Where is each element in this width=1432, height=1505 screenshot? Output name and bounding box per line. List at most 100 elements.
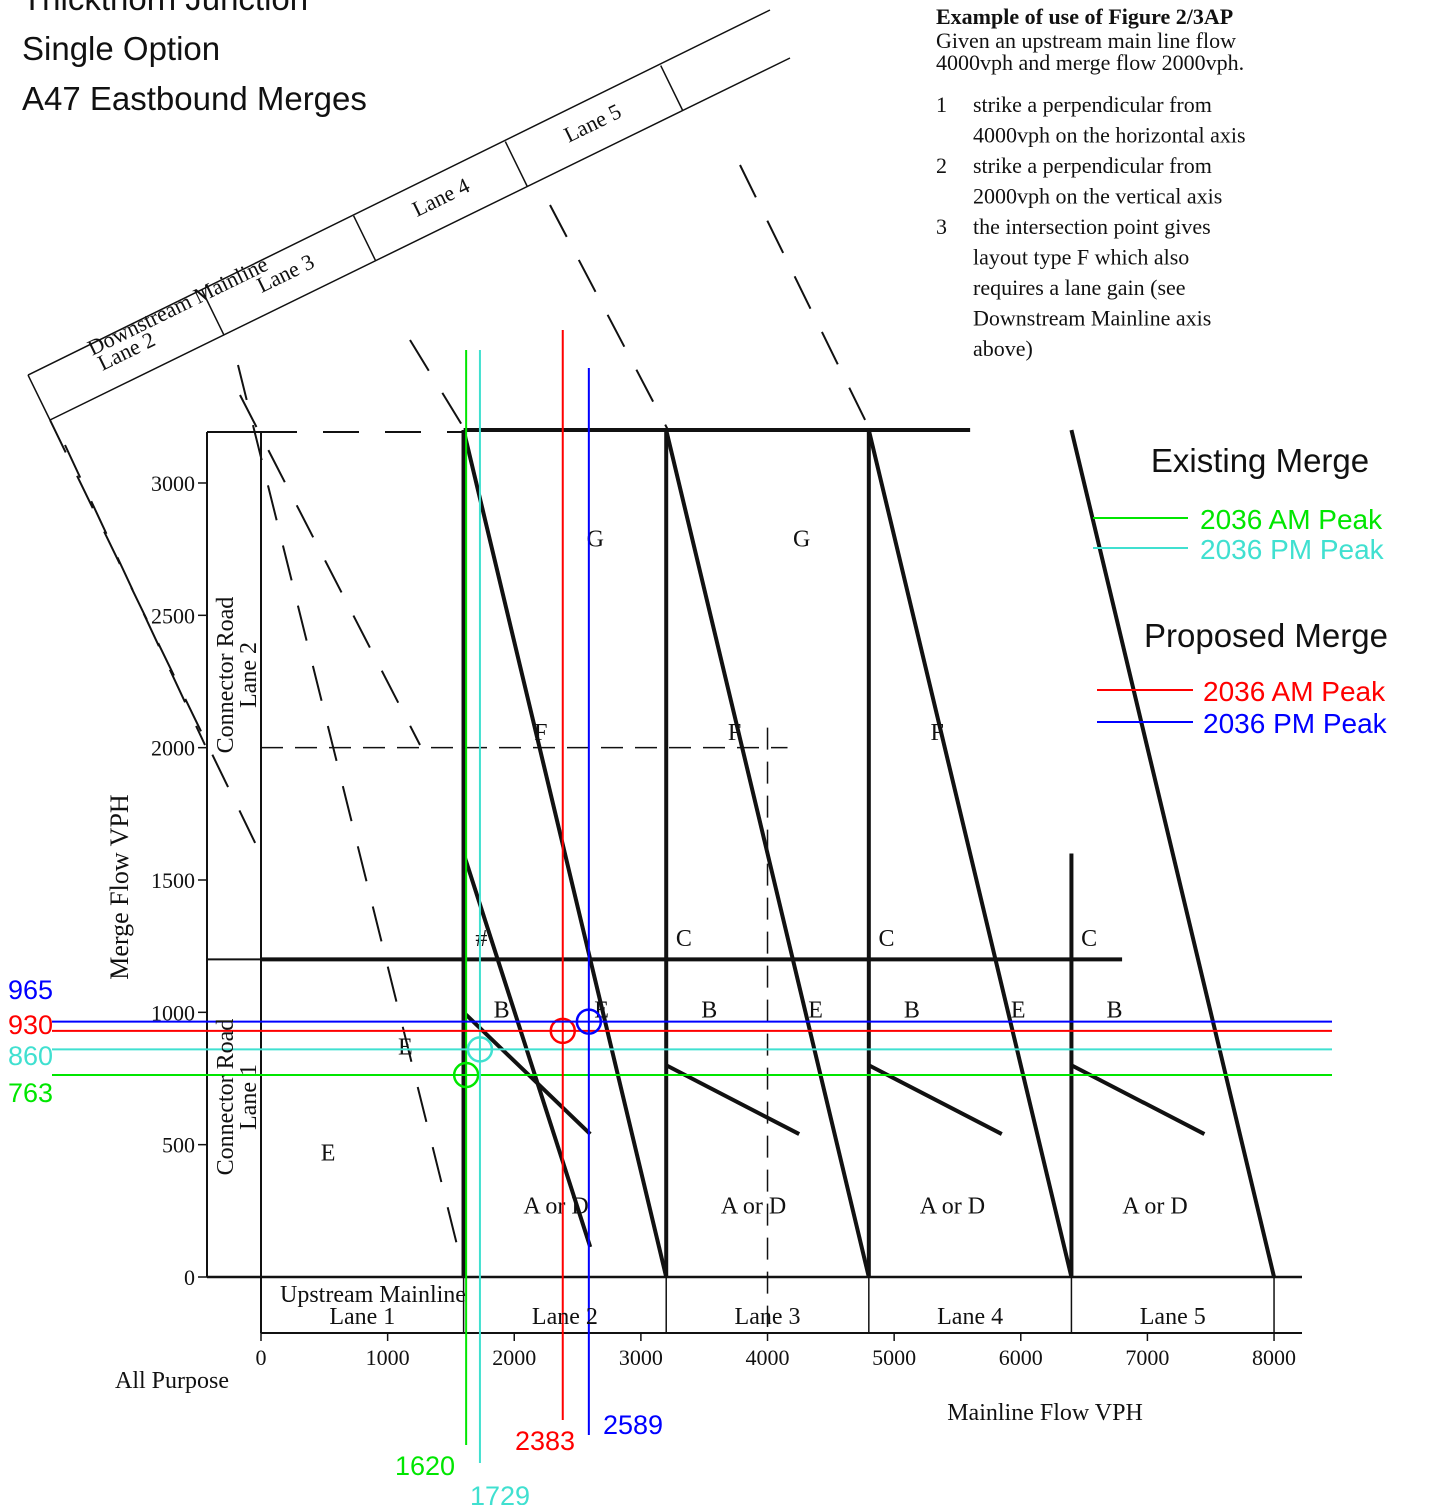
region-label: E (594, 998, 609, 1024)
corner-label: All Purpose (115, 1368, 229, 1394)
projection-dashed-line (549, 204, 669, 431)
y-tick-label: 3000 (151, 471, 195, 496)
upstream-lane-label: Lane 2 (532, 1304, 598, 1330)
region-label: A or D (721, 1194, 786, 1220)
x-tick-label: 6000 (999, 1345, 1043, 1370)
region-label: G (587, 527, 604, 553)
title-line-2: Single Option (22, 30, 220, 67)
diagonal-boundary (866, 429, 1074, 1278)
lower-diagonal (665, 1063, 801, 1136)
connector-label: Connector Road (213, 597, 239, 754)
flow-point-marker (549, 1017, 577, 1045)
region-label: B (701, 998, 717, 1024)
example-step-line: requires a lane gain (see (973, 275, 1186, 300)
lower-diagonal (462, 1010, 592, 1136)
region-label: E (398, 1035, 413, 1061)
flow-point-marker (466, 1036, 494, 1063)
y-tick-label: 2000 (151, 736, 195, 761)
example-intro-line: 4000vph and merge flow 2000vph. (936, 50, 1244, 75)
example-heading: Example of use of Figure 2/3AP (936, 4, 1233, 29)
region-label: A or D (523, 1194, 588, 1220)
merge-value-label: 860 (8, 1041, 53, 1071)
example-step-number: 2 (936, 153, 947, 178)
downstream-title: Downstream Mainline (83, 251, 271, 360)
downstream-axis-line (49, 57, 791, 421)
mainline-value-label: 1729 (470, 1481, 530, 1505)
mainline-value-label: 2383 (515, 1426, 575, 1456)
downstream-divider (504, 141, 528, 187)
projection-dashed-line (64, 444, 206, 746)
x-tick-label: 7000 (1125, 1345, 1169, 1370)
region-label: B (904, 998, 920, 1024)
example-step-line: 4000vph on the horizontal axis (973, 123, 1246, 148)
diagonal-boundary (1069, 429, 1276, 1278)
example-step-number: 3 (936, 214, 947, 239)
region-label: C (1081, 926, 1097, 952)
region-label: C (879, 926, 895, 952)
x-tick-label: 8000 (1252, 1345, 1296, 1370)
x-tick-label: 2000 (492, 1345, 536, 1370)
region-label: F (931, 720, 944, 746)
region-label: E (321, 1141, 336, 1167)
x-axis-title: Mainline Flow VPH (947, 1400, 1143, 1426)
projection-dashed-line (239, 394, 421, 746)
region-label: # (475, 926, 487, 952)
title-line-3: A47 Eastbound Merges (22, 80, 367, 117)
y-tick-label: 2500 (151, 603, 195, 628)
legend-item-label: 2036 AM Peak (1203, 676, 1386, 707)
x-tick-label: 1000 (366, 1345, 410, 1370)
x-tick-label: 3000 (619, 1345, 663, 1370)
region-label: F (534, 720, 547, 746)
downstream-divider (352, 215, 377, 262)
downstream-lane-label: Lane 4 (408, 173, 473, 222)
example-step-line: the intersection point gives (973, 214, 1211, 239)
chart-frame (206, 431, 1302, 1334)
downstream-divider (201, 289, 225, 336)
y-tick-label: 1500 (151, 868, 195, 893)
example-step-line: layout type F which also (973, 245, 1189, 270)
connector-lane-label: Lane 2 (236, 642, 262, 708)
region-labels: G G F F F # C C C B E B E B E B E E A or D A or D A or D A or… (321, 527, 1188, 1220)
y-tick-label: 500 (162, 1133, 195, 1158)
region-label: A or D (1122, 1194, 1187, 1220)
y-axis-title: Merge Flow VPH (105, 794, 134, 980)
region-label: A or D (920, 1194, 985, 1220)
x-tick-label: 5000 (872, 1345, 916, 1370)
dashed-projection-lines (49, 164, 871, 1327)
region-label: C (676, 926, 692, 952)
legend-item-label: 2036 PM Peak (1200, 534, 1385, 565)
example-step-line: 2000vph on the vertical axis (973, 184, 1222, 209)
example-intro-line: Given an upstream main line flow (936, 28, 1236, 53)
annotation-text: Thickthorn Junction Single Option A47 East… (22, 0, 1388, 1426)
lower-diagonal (867, 1063, 1003, 1136)
region-label: B (1106, 998, 1122, 1024)
lower-diagonal (1070, 1063, 1206, 1136)
downstream-divider (27, 374, 51, 421)
region-label: F (728, 720, 741, 746)
x-tick-label: 0 (256, 1345, 267, 1370)
region-boundaries (261, 428, 1276, 1278)
legend-proposed-title: Proposed Merge (1144, 617, 1388, 654)
legend-existing-title: Existing Merge (1151, 442, 1369, 479)
example-step-number: 1 (936, 92, 947, 117)
merge-value-label: 763 (8, 1078, 53, 1108)
upstream-lane-label: Lane 4 (937, 1304, 1003, 1330)
example-step-line: strike a perpendicular from (973, 153, 1212, 178)
region-label: G (793, 527, 810, 553)
downstream-axis-line-upper (27, 9, 771, 376)
downstream-divider (660, 65, 684, 111)
projection-dashed-line (739, 164, 871, 431)
projection-dashed-line (49, 419, 262, 856)
flow-lines: 763 1620 860 1729 930 2383 965 2589 (8, 330, 1332, 1505)
y-tick-label: 0 (184, 1265, 195, 1290)
upstream-title: Upstream Mainline (280, 1282, 466, 1308)
example-step-line: strike a perpendicular from (973, 92, 1212, 117)
flow-point-marker (452, 1061, 480, 1089)
projection-dashed-line (237, 364, 466, 1278)
connector-lane-label: Lane 1 (236, 1064, 262, 1130)
upstream-lane-label: Lane 5 (1140, 1304, 1206, 1330)
legend-item-label: 2036 PM Peak (1203, 708, 1388, 739)
